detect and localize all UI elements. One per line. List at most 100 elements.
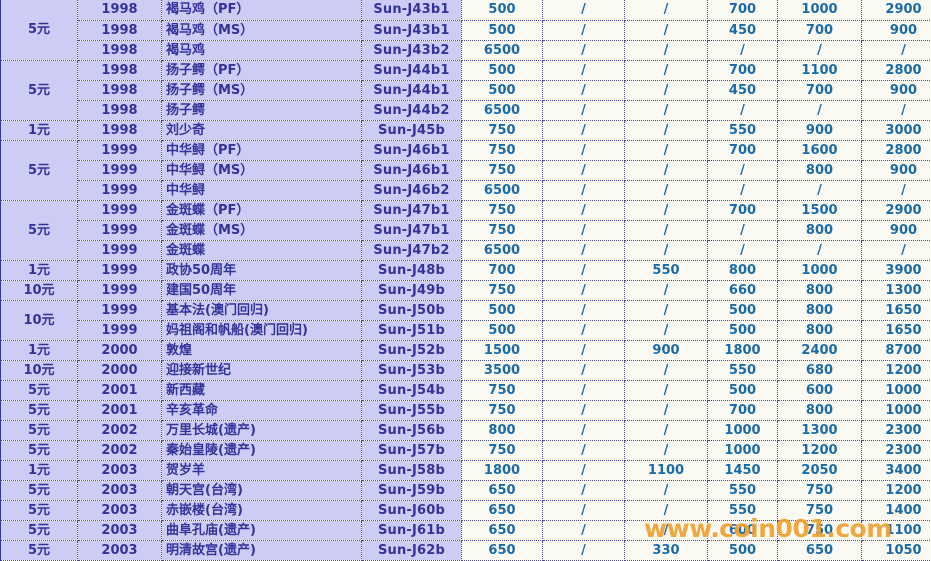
cell-price-1: 750 <box>461 400 543 422</box>
cell-coin-name: 秦始皇陵(遗产) <box>161 440 362 462</box>
cell-price-3: / <box>624 0 708 21</box>
cell-catalog-number: Sun-J45b <box>361 120 462 141</box>
cell-price-1: 650 <box>461 480 543 502</box>
cell-price-4: 500 <box>707 300 778 322</box>
cell-catalog-number: Sun-J47b1 <box>361 220 462 241</box>
cell-catalog-number: Sun-J53b <box>361 360 462 382</box>
cell-year: 1999 <box>77 140 162 161</box>
cell-price-4: / <box>707 100 778 121</box>
cell-price-1: 750 <box>461 220 543 241</box>
cell-coin-name: 扬子鳄（MS） <box>161 80 362 101</box>
cell-catalog-number: Sun-J46b1 <box>361 160 462 181</box>
cell-price-4: 800 <box>707 260 778 281</box>
cell-denomination: 5元 <box>0 200 78 261</box>
cell-price-1: 1500 <box>461 340 543 362</box>
cell-coin-name: 刘少奇 <box>161 120 362 141</box>
cell-year: 1999 <box>77 160 162 181</box>
cell-year: 2003 <box>77 500 162 522</box>
cell-year: 2002 <box>77 420 162 442</box>
cell-year: 2003 <box>77 480 162 502</box>
cell-coin-name: 建国50周年 <box>161 280 362 301</box>
cell-price-3: / <box>624 200 708 221</box>
cell-price-6: 3400 <box>861 460 931 482</box>
cell-catalog-number: Sun-J43b1 <box>361 20 462 41</box>
cell-price-2: / <box>542 320 625 342</box>
cell-price-5: 1000 <box>777 0 862 21</box>
cell-coin-name: 褐马鸡 <box>161 40 362 61</box>
cell-coin-name: 中华鲟 <box>161 180 362 201</box>
cell-coin-name: 政协50周年 <box>161 260 362 281</box>
cell-price-3: / <box>624 420 708 442</box>
cell-price-6: 2300 <box>861 420 931 442</box>
cell-catalog-number: Sun-J54b <box>361 380 462 402</box>
cell-catalog-number: Sun-J46b1 <box>361 140 462 161</box>
cell-price-3: / <box>624 40 708 61</box>
cell-price-5: 700 <box>777 80 862 101</box>
cell-price-1: 6500 <box>461 40 543 61</box>
cell-price-4: 550 <box>707 500 778 522</box>
cell-price-2: / <box>542 300 625 322</box>
cell-coin-name: 妈祖阁和帆船(澳门回归) <box>161 320 362 342</box>
cell-year: 2000 <box>77 340 162 362</box>
cell-price-5: 600 <box>777 380 862 402</box>
cell-year: 1999 <box>77 260 162 281</box>
cell-price-4: / <box>707 220 778 241</box>
cell-catalog-number: Sun-J52b <box>361 340 462 362</box>
cell-price-6: 2800 <box>861 140 931 161</box>
cell-price-6: / <box>861 40 931 61</box>
cell-coin-name: 褐马鸡（PF） <box>161 0 362 21</box>
cell-price-6: 900 <box>861 160 931 181</box>
cell-price-6: 900 <box>861 80 931 101</box>
cell-price-1: 750 <box>461 200 543 221</box>
cell-year: 1998 <box>77 120 162 141</box>
cell-price-3: / <box>624 120 708 141</box>
cell-catalog-number: Sun-J44b1 <box>361 60 462 81</box>
cell-price-6: 2900 <box>861 200 931 221</box>
cell-price-3: / <box>624 60 708 81</box>
cell-price-6: 900 <box>861 220 931 241</box>
cell-year: 2002 <box>77 440 162 462</box>
cell-year: 1999 <box>77 180 162 201</box>
cell-denomination: 10元 <box>0 360 78 382</box>
cell-catalog-number: Sun-J57b <box>361 440 462 462</box>
cell-price-3: / <box>624 160 708 181</box>
cell-price-6: 8700 <box>861 340 931 362</box>
cell-price-4: 500 <box>707 320 778 342</box>
cell-year: 1998 <box>77 0 162 21</box>
cell-coin-name: 迎接新世纪 <box>161 360 362 382</box>
cell-price-4: / <box>707 40 778 61</box>
cell-year: 2001 <box>77 400 162 422</box>
cell-price-3: 900 <box>624 340 708 362</box>
cell-price-6: 1200 <box>861 480 931 502</box>
cell-price-1: 500 <box>461 320 543 342</box>
cell-price-5: 800 <box>777 300 862 322</box>
cell-price-1: 800 <box>461 420 543 442</box>
cell-price-2: / <box>542 220 625 241</box>
cell-price-6: 1000 <box>861 380 931 402</box>
cell-denomination: 5元 <box>0 400 78 422</box>
cell-price-1: 6500 <box>461 240 543 261</box>
cell-year: 1999 <box>77 300 162 322</box>
cell-denomination: 1元 <box>0 460 78 482</box>
cell-price-4: 700 <box>707 400 778 422</box>
cell-price-2: / <box>542 420 625 442</box>
cell-price-6: 3000 <box>861 120 931 141</box>
cell-price-1: 500 <box>461 0 543 21</box>
cell-denomination: 5元 <box>0 420 78 442</box>
cell-year: 1998 <box>77 20 162 41</box>
cell-catalog-number: Sun-J62b <box>361 540 462 561</box>
cell-price-2: / <box>542 460 625 482</box>
cell-coin-name: 金斑蝶（PF） <box>161 200 362 221</box>
cell-price-4: 1800 <box>707 340 778 362</box>
